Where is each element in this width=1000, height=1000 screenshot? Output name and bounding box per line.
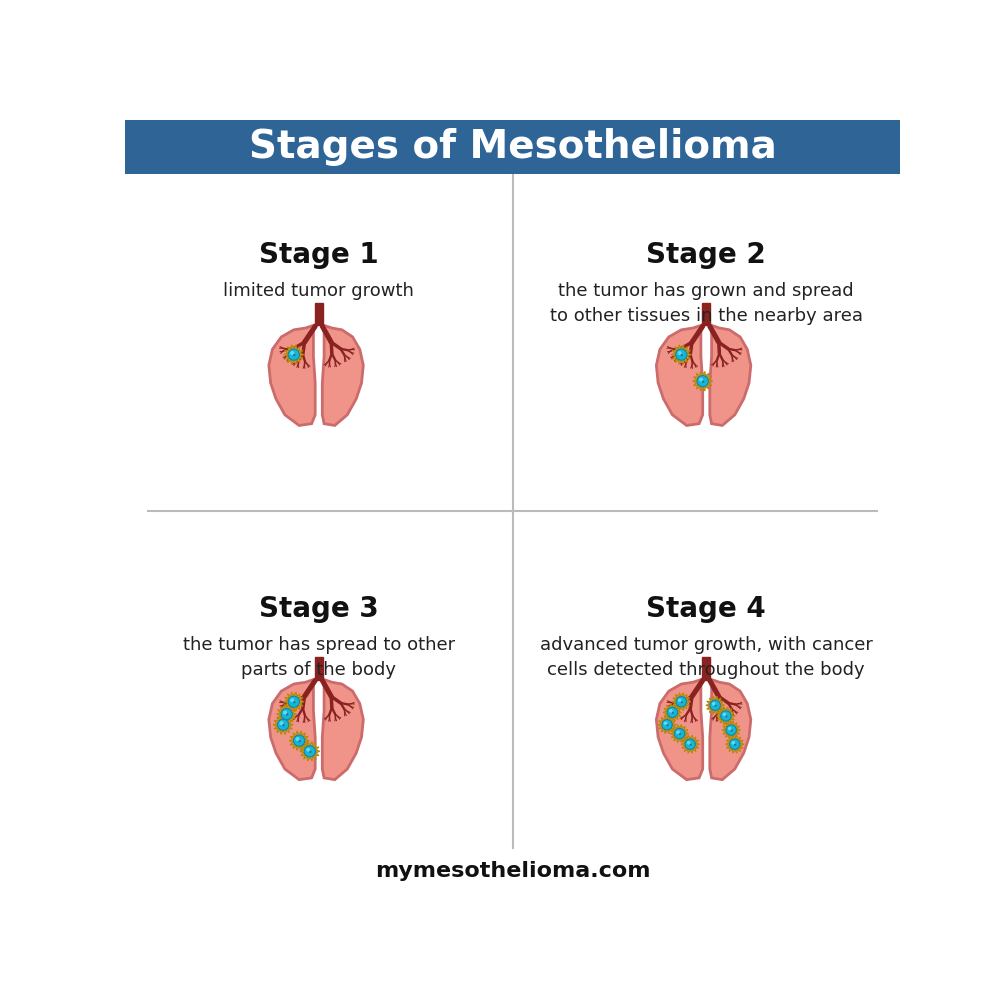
Circle shape [672, 712, 674, 714]
Circle shape [712, 702, 716, 706]
Circle shape [290, 698, 294, 702]
Text: Stage 3: Stage 3 [259, 595, 379, 623]
Polygon shape [693, 371, 713, 391]
Polygon shape [284, 692, 304, 711]
Text: Stage 4: Stage 4 [646, 595, 766, 623]
Circle shape [666, 724, 669, 726]
Circle shape [662, 720, 672, 730]
Text: Stage 1: Stage 1 [259, 241, 379, 269]
Circle shape [687, 741, 691, 745]
FancyBboxPatch shape [125, 120, 900, 174]
Polygon shape [300, 742, 320, 761]
Circle shape [715, 705, 717, 707]
Circle shape [681, 701, 683, 703]
Circle shape [679, 733, 681, 735]
Circle shape [710, 700, 720, 710]
Text: limited tumor growth: limited tumor growth [223, 282, 414, 300]
Circle shape [282, 724, 285, 726]
Polygon shape [671, 345, 691, 364]
Polygon shape [269, 325, 315, 425]
Circle shape [726, 725, 736, 735]
Circle shape [288, 349, 299, 360]
Circle shape [723, 713, 726, 716]
Polygon shape [702, 303, 710, 325]
Circle shape [702, 380, 704, 383]
Polygon shape [315, 657, 323, 680]
Circle shape [731, 741, 735, 745]
Circle shape [678, 698, 682, 702]
Circle shape [294, 735, 305, 746]
Circle shape [676, 697, 687, 707]
Circle shape [664, 721, 667, 725]
Circle shape [296, 737, 300, 741]
Polygon shape [315, 303, 323, 325]
Circle shape [309, 751, 312, 753]
Circle shape [304, 746, 315, 757]
Circle shape [725, 715, 727, 717]
Polygon shape [277, 704, 297, 724]
Polygon shape [273, 715, 293, 735]
Circle shape [286, 713, 288, 716]
Polygon shape [284, 345, 304, 364]
Polygon shape [269, 680, 315, 780]
Circle shape [279, 721, 284, 725]
Polygon shape [658, 716, 676, 734]
Text: Stage 2: Stage 2 [646, 241, 766, 269]
Circle shape [281, 709, 292, 720]
Circle shape [293, 701, 296, 703]
Circle shape [669, 709, 673, 713]
Circle shape [306, 748, 310, 752]
Polygon shape [289, 731, 309, 750]
Text: the tumor has spread to other
parts of the body: the tumor has spread to other parts of t… [183, 636, 455, 679]
Circle shape [293, 354, 296, 356]
Polygon shape [663, 703, 682, 721]
Polygon shape [706, 696, 724, 714]
Circle shape [685, 739, 695, 749]
Polygon shape [681, 735, 700, 753]
Polygon shape [672, 693, 691, 711]
Circle shape [734, 744, 736, 746]
Circle shape [678, 351, 682, 355]
Circle shape [728, 727, 732, 730]
Circle shape [674, 728, 685, 739]
Circle shape [721, 711, 731, 721]
Polygon shape [710, 325, 751, 425]
Circle shape [730, 739, 740, 749]
Text: Stages of Mesothelioma: Stages of Mesothelioma [249, 128, 776, 166]
Circle shape [681, 354, 683, 356]
Circle shape [290, 351, 294, 355]
Polygon shape [322, 325, 363, 425]
Circle shape [676, 349, 687, 360]
Circle shape [690, 744, 692, 746]
Polygon shape [670, 725, 689, 743]
Circle shape [697, 376, 708, 387]
Polygon shape [710, 680, 751, 780]
Circle shape [298, 740, 301, 742]
Circle shape [288, 696, 299, 707]
Polygon shape [656, 325, 703, 425]
Circle shape [699, 378, 703, 382]
Polygon shape [717, 707, 735, 725]
Circle shape [277, 719, 289, 730]
Circle shape [667, 707, 678, 718]
Polygon shape [725, 735, 744, 753]
Circle shape [676, 730, 680, 734]
Circle shape [283, 711, 287, 715]
Text: mymesothelioma.com: mymesothelioma.com [375, 861, 650, 881]
Circle shape [731, 729, 733, 732]
Text: the tumor has grown and spread
to other tissues in the nearby area: the tumor has grown and spread to other … [550, 282, 863, 325]
Polygon shape [656, 680, 703, 780]
Polygon shape [722, 721, 741, 739]
Polygon shape [322, 680, 363, 780]
Polygon shape [702, 657, 710, 680]
Text: advanced tumor growth, with cancer
cells detected throughout the body: advanced tumor growth, with cancer cells… [540, 636, 873, 679]
